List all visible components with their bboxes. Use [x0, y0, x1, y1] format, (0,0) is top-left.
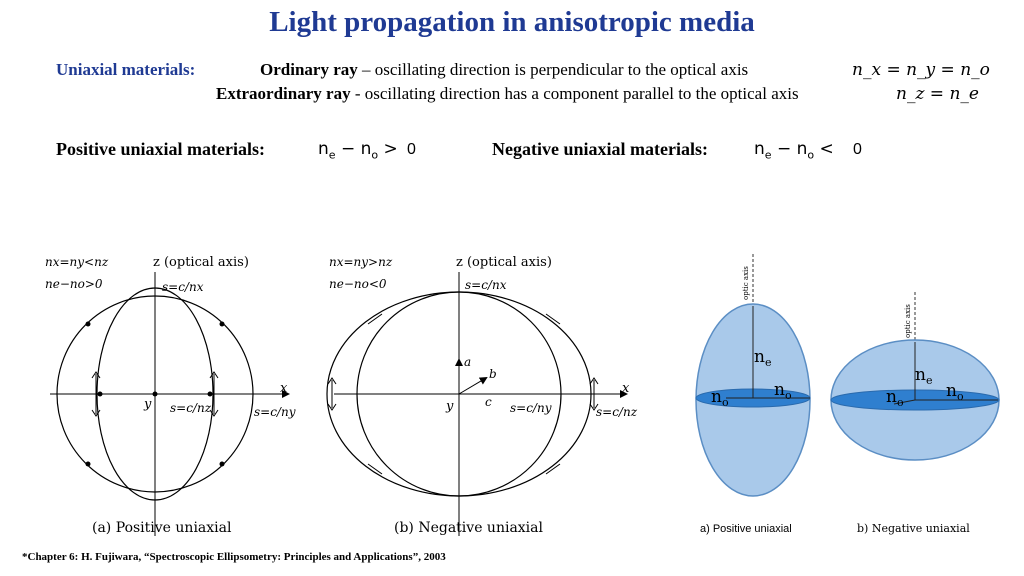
optic-axis-label-a: optic axis: [742, 266, 750, 300]
ellipsoid-caption-a: a) Positive uniaxial: [700, 523, 792, 535]
ellipsoid-caption-b: b) Negative uniaxial: [857, 522, 970, 535]
positive-uniaxial-label: Positive uniaxial materials:: [56, 139, 265, 159]
ordinary-circle-a: [56, 295, 254, 493]
positive-zero: 0: [407, 141, 416, 158]
no-label-b-right: no: [946, 381, 964, 403]
no-label-b-left: no: [886, 387, 904, 409]
cond-b-2: ne−no<0: [329, 277, 387, 291]
negative-zero: 0: [853, 141, 862, 158]
extraordinary-ellipse-a: [96, 287, 214, 501]
extraordinary-equation: n_z = n_e: [896, 84, 979, 104]
cond-a-1: nx=ny<nz: [45, 255, 109, 269]
ordinary-text: – oscillating direction is perpendicular…: [357, 60, 749, 79]
optic-axis-label-b: optic axis: [904, 304, 912, 338]
page-title: Light propagation in anisotropic media: [269, 6, 755, 38]
s-top-a: s=c/nx: [162, 280, 204, 294]
cond-a-2: ne−no>0: [45, 277, 103, 291]
extraordinary-ray-line: Extraordinary ray - oscillating directio…: [216, 84, 799, 104]
no-label-a-left: no: [711, 387, 729, 409]
caption-a: (a) Positive uniaxial: [92, 520, 232, 536]
ordinary-equation: n_x = n_y = n_o: [852, 60, 990, 80]
s-top-b: s=c/nx: [465, 278, 507, 292]
positive-operator: >: [383, 139, 398, 159]
footer-citation: *Chapter 6: H. Fujiwara, “Spectroscopic …: [22, 551, 446, 563]
s-right-b: s=c/nz: [596, 405, 638, 419]
positive-ellipsoid-figure: optic axis ne no no a) Positive uniaxial: [695, 254, 811, 535]
uniaxial-label: Uniaxial materials:: [56, 60, 196, 79]
x-label-b: x: [622, 381, 630, 396]
z-label-b: z (optical axis): [456, 255, 552, 270]
negative-uniaxial-diagram: nx=ny>nz ne−no<0 z (optical axis) s=c/nx…: [326, 255, 638, 536]
ordinary-term: Ordinary ray: [260, 60, 358, 79]
s-mid-a: s=c/nz: [170, 401, 212, 415]
negative-condition: ne − no <: [754, 139, 834, 162]
positive-condition: ne − no >: [318, 139, 398, 162]
x-label-a: x: [280, 381, 288, 396]
b-label-b: b: [489, 367, 497, 381]
negative-ellipsoid-figure: optic axis ne no no b) Negative uniaxial: [830, 292, 1000, 535]
y-label-a: y: [143, 397, 152, 412]
negative-operator: <: [819, 139, 834, 159]
positive-uniaxial-diagram: nx=ny<nz ne−no>0 z (optical axis) s=c/nx…: [45, 255, 296, 536]
caption-b: (b) Negative uniaxial: [394, 520, 544, 536]
c-label-b: c: [485, 395, 492, 409]
ne-label-a: ne: [754, 347, 771, 369]
no-label-a-right: no: [774, 380, 792, 402]
ordinary-ray-line: Ordinary ray – oscillating direction is …: [260, 60, 748, 80]
extraordinary-text: - oscillating direction has a component …: [350, 84, 799, 103]
s-mid-b: s=c/ny: [510, 401, 552, 415]
s-right-a: s=c/ny: [254, 405, 296, 419]
extraordinary-ellipse-b: [326, 291, 592, 497]
y-label-b: y: [445, 399, 454, 414]
z-label-a: z (optical axis): [153, 255, 249, 270]
extraordinary-term: Extraordinary ray: [216, 84, 351, 103]
negative-uniaxial-label: Negative uniaxial materials:: [492, 139, 708, 159]
cond-b-1: nx=ny>nz: [329, 255, 393, 269]
ne-label-b: ne: [915, 365, 932, 387]
a-label-b: a: [464, 355, 471, 369]
